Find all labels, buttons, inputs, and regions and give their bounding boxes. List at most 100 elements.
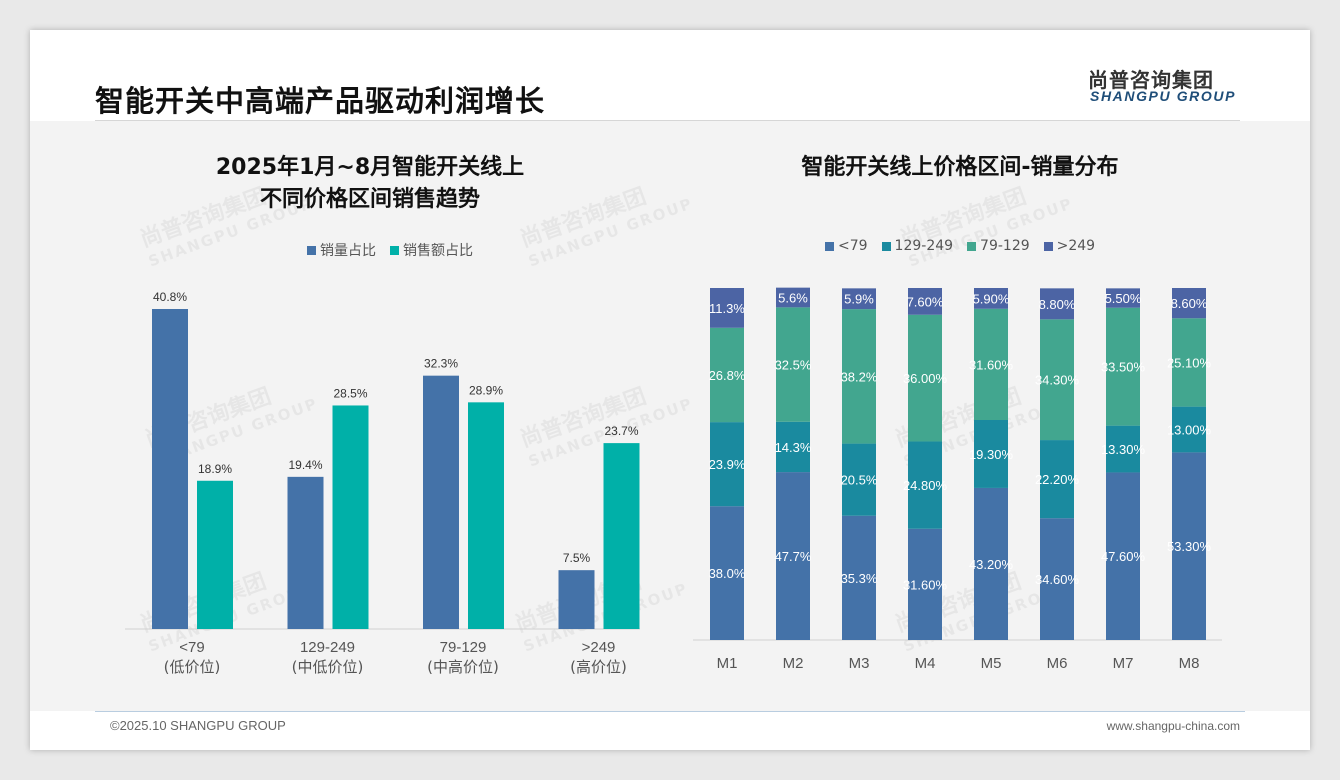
x-tick-label: M5 bbox=[981, 655, 1002, 672]
bar-sales-amount bbox=[603, 443, 640, 629]
legend-swatch bbox=[1043, 241, 1053, 251]
stacked-segment bbox=[974, 420, 1008, 488]
x-tick-label: <79 bbox=[179, 639, 204, 656]
logo-en: SHANGPU GROUP bbox=[1090, 88, 1237, 104]
data-label: 53.30% bbox=[1167, 539, 1212, 554]
x-tick-sublabel: (低价位) bbox=[164, 658, 221, 676]
data-label: 7.60% bbox=[907, 294, 944, 309]
stacked-segment bbox=[1040, 440, 1074, 519]
legend-label: 销售额占比 bbox=[403, 243, 473, 259]
data-label: 25.10% bbox=[1167, 355, 1212, 370]
stacked-segment bbox=[1106, 307, 1140, 426]
legend-label: 129-249 bbox=[894, 238, 954, 254]
stacked-segment bbox=[710, 327, 744, 423]
x-tick-label: M7 bbox=[1113, 655, 1134, 672]
x-tick-label: M3 bbox=[849, 655, 870, 672]
stacked-segment bbox=[710, 288, 744, 328]
x-tick-sublabel: (中低价位) bbox=[292, 658, 364, 676]
legend-swatch bbox=[967, 241, 977, 251]
data-label: 47.60% bbox=[1101, 549, 1146, 564]
data-label: 36.00% bbox=[903, 371, 948, 386]
footer-copyright: ©2025.10 SHANGPU GROUP bbox=[110, 718, 286, 733]
legend-item: >249 bbox=[1043, 238, 1096, 254]
data-label: 13.30% bbox=[1101, 442, 1146, 457]
x-tick-sublabel: (中高价位) bbox=[427, 658, 499, 676]
x-tick-label: M6 bbox=[1047, 655, 1068, 672]
bar-sales-volume bbox=[423, 375, 459, 629]
data-label: 38.2% bbox=[841, 369, 878, 384]
page-title: 智能开关中高端产品驱动利润增长 bbox=[95, 84, 546, 118]
stacked-segment bbox=[974, 487, 1008, 640]
stacked-segment bbox=[710, 422, 744, 507]
stacked-segment bbox=[1172, 288, 1206, 319]
bar-sales-volume bbox=[287, 476, 324, 629]
data-label: 20.5% bbox=[841, 473, 878, 488]
legend-item: <79 bbox=[825, 238, 868, 254]
data-label: 28.5% bbox=[333, 386, 367, 400]
data-label: 31.60% bbox=[969, 357, 1014, 372]
data-label: 22.20% bbox=[1035, 472, 1080, 487]
legend-item: 79-129 bbox=[967, 238, 1030, 254]
footer-website[interactable]: www.shangpu-china.com bbox=[1106, 719, 1240, 733]
data-label: 23.7% bbox=[604, 424, 638, 438]
x-tick-label: >249 bbox=[582, 639, 616, 656]
data-label: 32.5% bbox=[775, 358, 812, 373]
x-tick-label: M1 bbox=[717, 655, 738, 672]
legend-label: 销量占比 bbox=[320, 243, 376, 259]
data-label: 14.3% bbox=[775, 440, 812, 455]
data-label: 5.90% bbox=[973, 291, 1010, 306]
stacked-segment bbox=[1106, 425, 1140, 473]
logo-cn: 尚普咨询集团 bbox=[1088, 68, 1214, 92]
legend-label: >249 bbox=[1056, 238, 1096, 254]
bar-sales-amount bbox=[197, 480, 233, 629]
data-label: 32.3% bbox=[424, 357, 458, 371]
stacked-segment bbox=[776, 421, 810, 473]
bar-sales-volume bbox=[558, 570, 595, 629]
legend-label: 79-129 bbox=[980, 238, 1030, 254]
data-label: 18.9% bbox=[198, 462, 232, 476]
data-label: 33.50% bbox=[1101, 360, 1146, 375]
left-chart-legend: 销量占比 销售额占比 bbox=[307, 240, 473, 260]
data-label: 19.30% bbox=[969, 447, 1014, 462]
data-label: 40.8% bbox=[153, 290, 187, 304]
data-label: 7.5% bbox=[563, 551, 591, 565]
bar-sales-amount bbox=[332, 405, 369, 629]
stacked-segment bbox=[1040, 319, 1074, 441]
stacked-segment bbox=[1172, 318, 1206, 407]
data-label: 26.8% bbox=[709, 368, 746, 383]
data-label: 5.50% bbox=[1105, 291, 1142, 306]
right-chart-title: 智能开关线上价格区间-销量分布 bbox=[801, 155, 1119, 180]
stacked-segment bbox=[1040, 518, 1074, 640]
stacked-segment bbox=[908, 314, 942, 442]
data-label: 5.9% bbox=[844, 292, 874, 307]
legend-item: 销量占比 bbox=[307, 240, 376, 260]
data-label: 47.7% bbox=[775, 549, 812, 564]
stacked-segment bbox=[908, 288, 942, 315]
stacked-segment bbox=[842, 443, 876, 516]
title-divider bbox=[95, 120, 1240, 121]
left-chart-title-line1: 2025年1月~8月智能开关线上 bbox=[215, 155, 525, 180]
data-label: 31.60% bbox=[903, 577, 948, 592]
stacked-segment bbox=[908, 528, 942, 640]
content-area bbox=[30, 121, 1310, 711]
stacked-segment bbox=[842, 288, 876, 310]
legend-swatch bbox=[390, 245, 399, 255]
data-label: 8.80% bbox=[1039, 297, 1076, 312]
x-tick-label: 79-129 bbox=[440, 639, 487, 656]
data-label: 28.9% bbox=[469, 383, 503, 397]
data-label: 13.00% bbox=[1167, 423, 1212, 438]
stacked-segment bbox=[908, 441, 942, 529]
footer-divider bbox=[95, 711, 1245, 712]
data-label: 34.60% bbox=[1035, 572, 1080, 587]
data-label: 35.3% bbox=[841, 571, 878, 586]
stacked-segment bbox=[710, 506, 744, 640]
left-chart-title: 2025年1月~8月智能开关线上 不同价格区间销售趋势 bbox=[140, 152, 600, 216]
x-tick-label: M2 bbox=[783, 655, 804, 672]
stacked-segment bbox=[776, 307, 810, 422]
data-label: 34.30% bbox=[1035, 373, 1080, 388]
stacked-segment bbox=[776, 472, 810, 640]
data-label: 19.4% bbox=[288, 458, 322, 472]
data-label: 24.80% bbox=[903, 478, 948, 493]
stacked-segment bbox=[1106, 472, 1140, 640]
